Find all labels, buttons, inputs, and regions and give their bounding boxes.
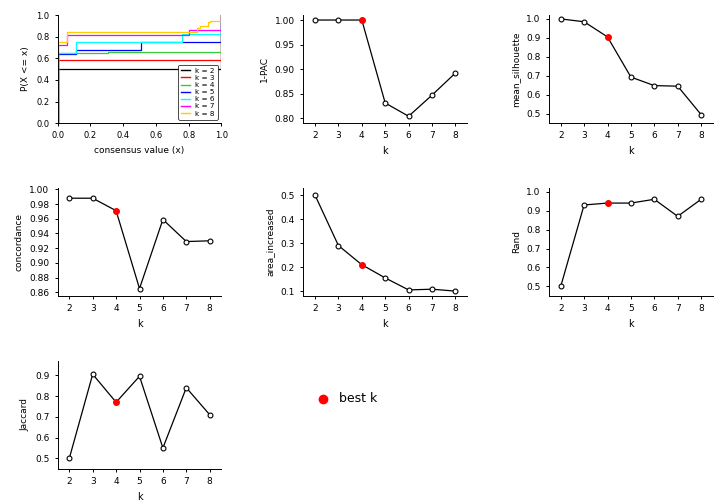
X-axis label: k: k (137, 491, 143, 501)
Y-axis label: 1-PAC: 1-PAC (261, 56, 269, 82)
Y-axis label: P(X <= x): P(X <= x) (22, 47, 30, 92)
X-axis label: k: k (382, 146, 388, 156)
Text: best k: best k (339, 392, 377, 405)
Y-axis label: Jaccard: Jaccard (20, 398, 30, 431)
X-axis label: k: k (628, 319, 634, 329)
Y-axis label: Rand: Rand (512, 230, 521, 254)
Y-axis label: area_increased: area_increased (266, 208, 275, 276)
X-axis label: consensus value (x): consensus value (x) (94, 146, 184, 155)
X-axis label: k: k (137, 319, 143, 329)
X-axis label: k: k (628, 146, 634, 156)
Y-axis label: mean_silhouette: mean_silhouette (512, 31, 521, 107)
X-axis label: k: k (382, 319, 388, 329)
Legend: k = 2, k = 3, k = 4, k = 5, k = 6, k = 7, k = 8: k = 2, k = 3, k = 4, k = 5, k = 6, k = 7… (178, 65, 217, 119)
Y-axis label: concordance: concordance (14, 213, 24, 271)
